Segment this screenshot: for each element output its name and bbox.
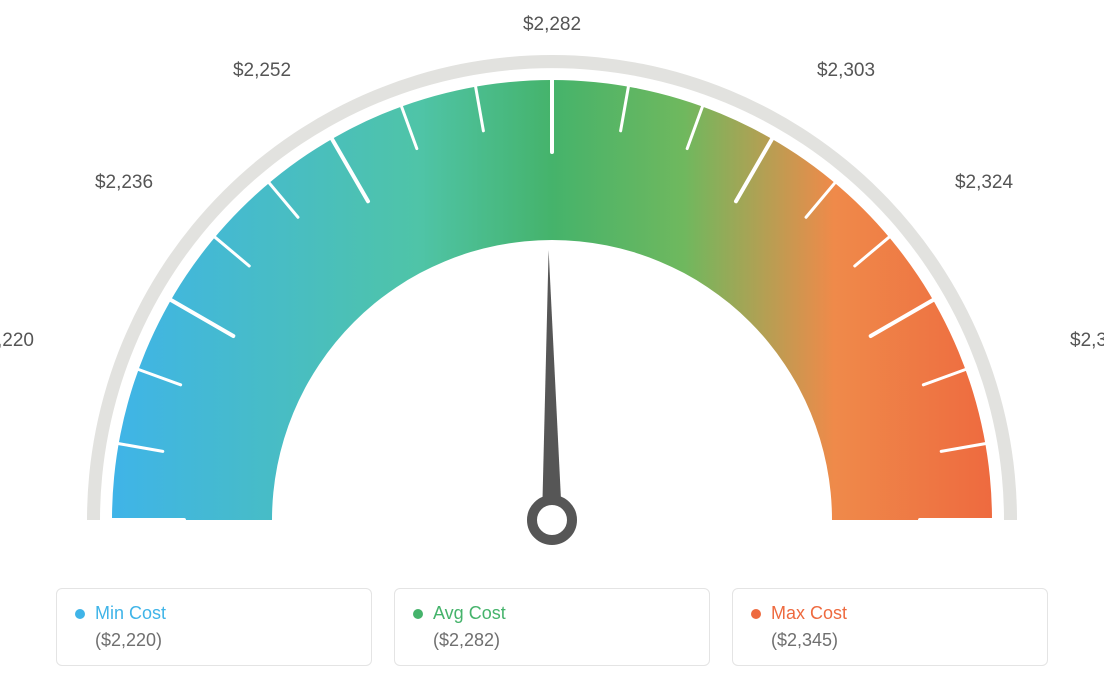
max-cost-value: ($2,345) [771, 630, 1029, 651]
max-cost-card: Max Cost ($2,345) [732, 588, 1048, 666]
max-cost-header: Max Cost [751, 603, 1029, 624]
avg-cost-dot [413, 609, 423, 619]
summary-cards-row: Min Cost ($2,220) Avg Cost ($2,282) Max … [56, 588, 1048, 666]
gauge-svg [0, 0, 1104, 560]
min-cost-header: Min Cost [75, 603, 353, 624]
avg-cost-card: Avg Cost ($2,282) [394, 588, 710, 666]
gauge-tick-label: $2,324 [955, 172, 1013, 194]
gauge-tick-label: $2,303 [817, 60, 875, 82]
gauge-tick-label: $2,345 [1070, 330, 1104, 352]
min-cost-card: Min Cost ($2,220) [56, 588, 372, 666]
avg-cost-header: Avg Cost [413, 603, 691, 624]
min-cost-value: ($2,220) [95, 630, 353, 651]
chart-container: $2,220 $2,236 $2,252 $2,282 $2,303 $2,324 $2,3… [0, 0, 1104, 690]
avg-cost-value: ($2,282) [433, 630, 691, 651]
gauge-tick-label: $2,282 [523, 14, 581, 36]
max-cost-dot [751, 609, 761, 619]
max-cost-label: Max Cost [771, 603, 847, 624]
gauge-chart: $2,220 $2,236 $2,252 $2,282 $2,303 $2,324 $2,3… [0, 0, 1104, 560]
avg-cost-label: Avg Cost [433, 603, 506, 624]
gauge-tick-label: $2,252 [233, 60, 291, 82]
gauge-tick-label: $2,220 [0, 330, 34, 352]
min-cost-dot [75, 609, 85, 619]
gauge-tick-label: $2,236 [95, 172, 153, 194]
min-cost-label: Min Cost [95, 603, 166, 624]
